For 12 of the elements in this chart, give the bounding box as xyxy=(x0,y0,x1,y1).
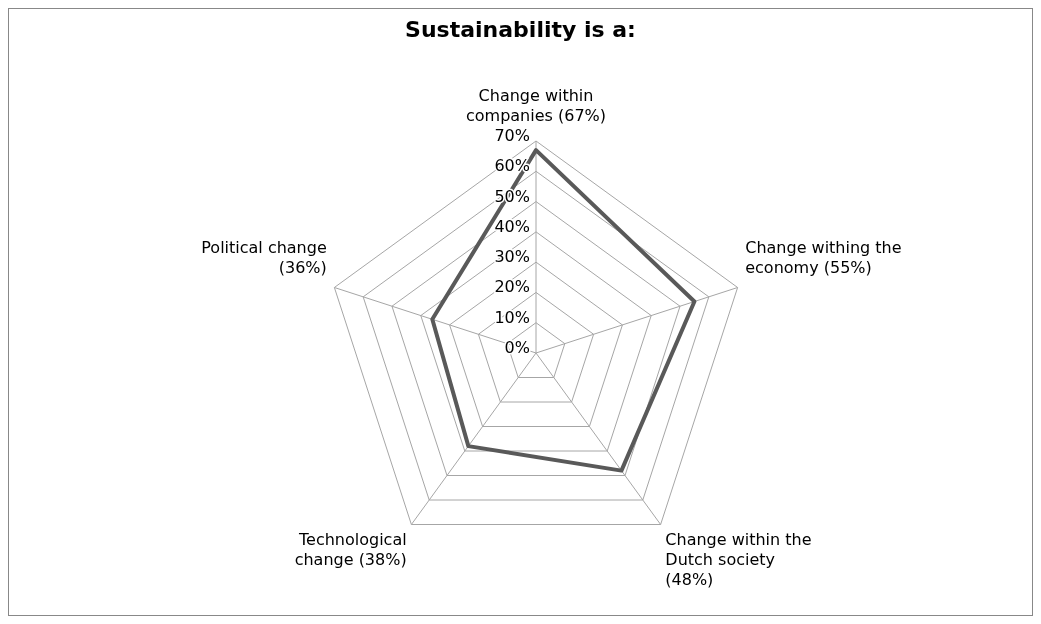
y-tick-label: 40% xyxy=(494,216,530,236)
y-tick-label: 0% xyxy=(504,338,530,357)
y-tick-label: 20% xyxy=(494,277,530,297)
y-tick-label: 70% xyxy=(494,126,530,145)
spoke-label: Change within companies (67%) xyxy=(465,86,607,125)
y-tick-label: 10% xyxy=(494,307,530,327)
chart-title: Sustainability is a: xyxy=(404,17,637,42)
spoke-label: Change within the Dutch society (48%) xyxy=(665,529,812,589)
spoke-label: Technological change (38%) xyxy=(294,529,407,569)
spoke-label: Political change (36%) xyxy=(201,238,327,278)
spoke-label: Change withing the economy (55%) xyxy=(745,238,902,278)
y-tick-label: 30% xyxy=(494,247,530,267)
